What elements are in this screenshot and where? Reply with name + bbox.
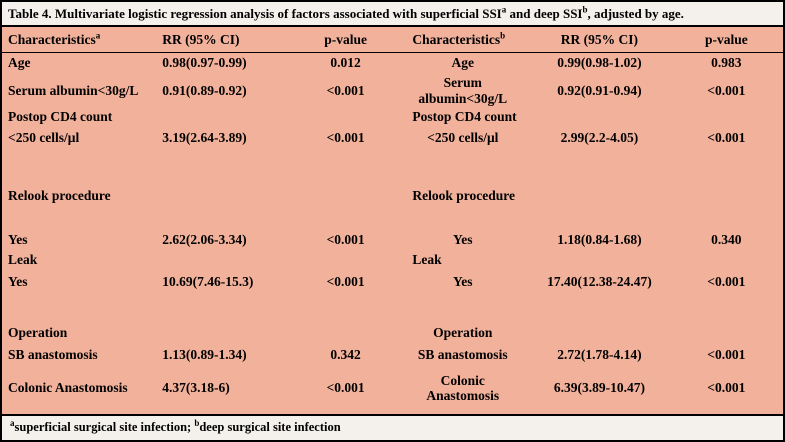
table-header-row: Characteristicsa RR (95% CI) p-value Cha… — [2, 27, 783, 54]
table-cell: SB anastomosis — [8, 346, 98, 362]
table-cell: Yes — [453, 232, 473, 248]
table-row: Yes 10.69(7.46-15.3) <0.001 Yes 17.40(12.38-… — [2, 270, 783, 293]
table-cell: Relook procedure — [8, 188, 111, 204]
column-header-label: Characteristics — [412, 32, 501, 48]
table-row: Leak Leak — [2, 250, 783, 270]
table-cell: Operation — [8, 325, 68, 341]
table-cell: Colonic Anastomosis — [426, 372, 500, 404]
table-cell: 6.39(3.89-10.47) — [553, 380, 645, 396]
table-cell: 4.37(3.18-6) — [162, 380, 230, 396]
table-cell: 0.012 — [330, 55, 361, 71]
table-cell: 17.40(12.38-24.47) — [547, 273, 652, 289]
table-cell: 1.18(0.84-1.68) — [557, 232, 642, 248]
table-cell: Leak — [8, 252, 38, 268]
table-cell: 1.13(0.89-1.34) — [162, 346, 247, 362]
table-cell: 0.983 — [711, 55, 742, 71]
column-header-label: Characteristics — [8, 32, 96, 48]
table-cell: Yes — [8, 232, 28, 248]
table-title: Table 4. Multivariate logistic regressio… — [2, 2, 783, 28]
table-cell: <0.001 — [707, 380, 746, 396]
table-cell: Operation — [433, 325, 493, 341]
table-cell: <250 cells/μl — [427, 130, 499, 146]
table-cell: 0.340 — [711, 232, 742, 248]
table-cell: Serum albumin<30g/L — [8, 82, 139, 98]
table-cell: <0.001 — [707, 82, 746, 98]
column-header-rr-left: RR (95% CI) — [162, 32, 240, 48]
footnote-text: superficial surgical site infection; — [14, 420, 195, 434]
table-row: Yes 2.62(2.06-3.34) <0.001 Yes 1.18(0.84-1.6… — [2, 230, 783, 250]
column-header-rr-right: RR (95% CI) — [560, 32, 639, 48]
table-cell: <0.001 — [326, 82, 365, 98]
table-cell: <0.001 — [707, 273, 746, 289]
footnote-superscript-b: b — [194, 417, 200, 428]
column-header-pvalue-left: p-value — [324, 32, 367, 48]
table-row: <250 cells/μl 3.19(2.64-3.89) <0.001 <250 c… — [2, 126, 783, 150]
table-cell: 2.99(2.2-4.05) — [560, 130, 639, 146]
table-cell: Leak — [412, 252, 442, 268]
table-cell: <250 cells/μl — [8, 130, 80, 146]
table-row — [2, 206, 783, 230]
column-header-characteristics-b: Characteristicsb — [396, 30, 529, 48]
column-header-pvalue-right: p-value — [704, 32, 748, 48]
table-cell: Postop CD4 count — [8, 109, 113, 125]
table-cell: <0.001 — [707, 346, 746, 362]
table-cell: 2.62(2.06-3.34) — [162, 232, 247, 248]
table-cell: Postop CD4 count — [412, 109, 517, 125]
table-cell: 0.91(0.89-0.92) — [162, 82, 247, 98]
table-cell: <0.001 — [707, 130, 746, 146]
table-cell: 0.98(0.97-0.99) — [162, 55, 247, 71]
table-cell: Yes — [453, 273, 473, 289]
table-body: Age 0.98(0.97-0.99) 0.012 Age 0.99(0.98-1.02… — [2, 53, 783, 414]
table-row: SB anastomosis 1.13(0.89-1.34) 0.342 SB ana… — [2, 343, 783, 366]
table-row: Operation Operation — [2, 323, 783, 343]
title-superscript-a: a — [501, 4, 507, 15]
title-text: Table 4. Multivariate logistic regressio… — [8, 6, 502, 21]
table-cell: Yes — [8, 273, 28, 289]
table-cell: Age — [451, 55, 475, 71]
table-cell: Colonic Anastomosis — [8, 380, 128, 396]
table-row — [2, 293, 783, 323]
title-superscript-b: b — [582, 4, 588, 15]
table-cell: <0.001 — [326, 273, 365, 289]
table-cell: 0.342 — [330, 346, 361, 362]
table-cell: Serum albumin<30g/L — [418, 75, 508, 106]
column-header-characteristics-a: Characteristicsa — [2, 30, 154, 48]
footnote-text: deep surgical site infection — [199, 420, 341, 434]
superscript-a: a — [95, 30, 101, 41]
title-text: and deep SSI — [506, 6, 583, 21]
table-row: Postop CD4 count Postop CD4 count — [2, 108, 783, 126]
title-text: , adjusted by age. — [587, 6, 684, 21]
table-cell: 3.19(2.64-3.89) — [162, 130, 247, 146]
table-cell: SB anastomosis — [417, 346, 508, 362]
table-footnote: asuperficial surgical site infection; bd… — [2, 414, 783, 440]
footnote-superscript-a: a — [10, 417, 15, 428]
table-cell: Relook procedure — [412, 188, 515, 204]
superscript-b: b — [500, 30, 506, 41]
table-row: Colonic Anastomosis 4.37(3.18-6) <0.001 Col… — [2, 366, 783, 410]
table-cell: Age — [8, 55, 31, 71]
table-cell: 0.92(0.91-0.94) — [557, 82, 642, 98]
table-cell: <0.001 — [326, 130, 365, 146]
table-cell: <0.001 — [326, 232, 365, 248]
table-row: Serum albumin<30g/L 0.91(0.89-0.92) <0.001… — [2, 73, 783, 108]
table-cell: 2.72(1.78-4.14) — [557, 346, 642, 362]
table-row — [2, 150, 783, 186]
table-cell: 10.69(7.46-15.3) — [162, 273, 254, 289]
table-cell: 0.99(0.98-1.02) — [557, 55, 642, 71]
table-row: Relook procedure Relook procedure — [2, 186, 783, 206]
table-cell: <0.001 — [326, 380, 365, 396]
table-row: Age 0.98(0.97-0.99) 0.012 Age 0.99(0.98-1.02… — [2, 53, 783, 73]
